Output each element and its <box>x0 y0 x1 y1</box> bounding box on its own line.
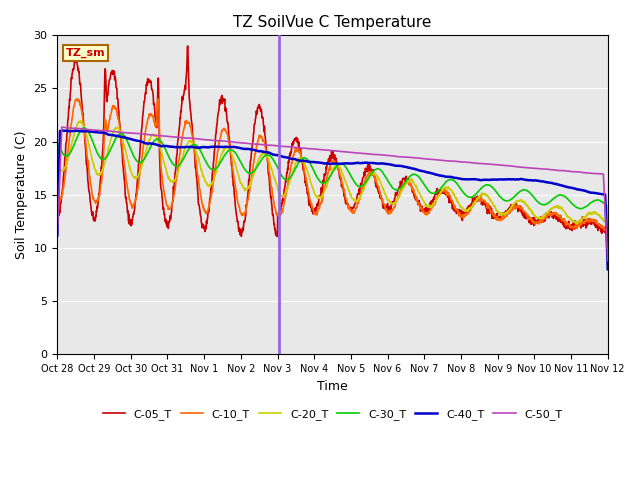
C-10_T <box>299 159 307 165</box>
C-05_T <box>309 207 317 213</box>
C-05_T <box>184 43 191 49</box>
Title: TZ SoilVue C Temperature: TZ SoilVue C Temperature <box>234 15 432 30</box>
C-05_T <box>299 166 307 172</box>
C-05_T <box>54 210 61 216</box>
C-20_T <box>367 171 375 177</box>
C-10_T <box>73 96 81 102</box>
C-50_T <box>308 146 316 152</box>
C-30_T <box>604 267 612 273</box>
C-10_T <box>119 149 127 155</box>
C-10_T <box>287 161 295 167</box>
Line: C-05_T: C-05_T <box>58 46 608 237</box>
C-40_T <box>308 159 316 165</box>
C-10_T <box>604 228 611 234</box>
C-10_T <box>367 169 375 175</box>
C-50_T <box>604 258 612 264</box>
C-50_T <box>287 144 295 150</box>
C-30_T <box>97 155 104 161</box>
Line: C-50_T: C-50_T <box>58 127 608 261</box>
C-50_T <box>119 130 127 135</box>
C-10_T <box>54 195 61 201</box>
Text: TZ_sm: TZ_sm <box>66 48 106 59</box>
C-40_T <box>60 128 67 133</box>
C-50_T <box>367 151 375 157</box>
C-20_T <box>308 185 316 191</box>
C-10_T <box>97 186 104 192</box>
Line: C-20_T: C-20_T <box>58 121 608 225</box>
C-40_T <box>119 134 127 140</box>
Line: C-30_T: C-30_T <box>58 128 608 270</box>
C-05_T <box>96 181 104 187</box>
C-30_T <box>299 155 307 161</box>
C-50_T <box>58 124 66 130</box>
C-05_T <box>367 168 375 174</box>
Line: C-10_T: C-10_T <box>58 99 608 231</box>
C-40_T <box>287 156 295 162</box>
C-30_T <box>308 165 316 171</box>
C-50_T <box>97 128 104 133</box>
C-50_T <box>54 233 61 239</box>
C-30_T <box>54 230 61 236</box>
C-30_T <box>81 125 88 131</box>
Line: C-40_T: C-40_T <box>58 131 608 269</box>
C-20_T <box>97 170 104 176</box>
C-30_T <box>367 171 375 177</box>
C-05_T <box>118 153 126 159</box>
C-20_T <box>119 137 127 143</box>
C-40_T <box>367 160 375 166</box>
C-40_T <box>54 232 61 238</box>
C-20_T <box>604 222 612 228</box>
C-05_T <box>288 145 296 151</box>
C-10_T <box>308 205 316 211</box>
C-30_T <box>119 131 127 137</box>
C-50_T <box>299 145 307 151</box>
C-40_T <box>604 266 612 272</box>
C-05_T <box>604 229 612 235</box>
X-axis label: Time: Time <box>317 380 348 393</box>
Legend: C-05_T, C-10_T, C-20_T, C-30_T, C-40_T, C-50_T: C-05_T, C-10_T, C-20_T, C-30_T, C-40_T, … <box>98 405 567 424</box>
C-30_T <box>287 173 295 179</box>
C-40_T <box>97 130 104 135</box>
C-20_T <box>76 118 84 124</box>
Y-axis label: Soil Temperature (C): Soil Temperature (C) <box>15 131 28 259</box>
C-40_T <box>299 158 307 164</box>
C-05_T <box>273 234 281 240</box>
C-20_T <box>287 174 295 180</box>
C-10_T <box>604 228 612 233</box>
C-20_T <box>54 158 61 164</box>
C-20_T <box>299 157 307 163</box>
